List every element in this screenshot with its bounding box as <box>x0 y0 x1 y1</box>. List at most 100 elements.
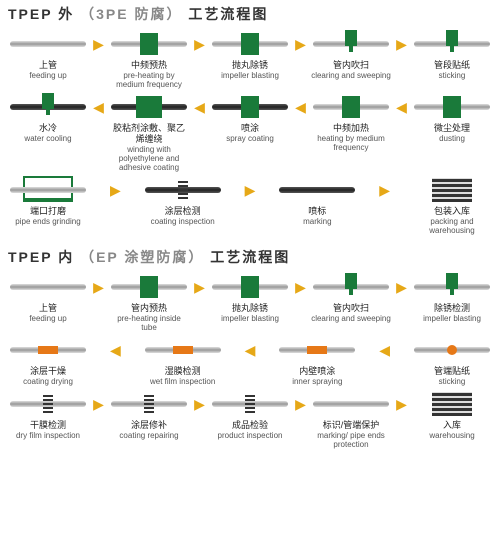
flow-arrow-icon: ▶ <box>91 390 107 418</box>
step-label-en: product inspection <box>218 431 283 440</box>
step-label-cn: 干膜检测 <box>30 420 66 431</box>
flow-arrow-icon: ◀ <box>91 93 107 121</box>
step-icon <box>10 336 86 364</box>
process-step: 胶粘剂涂敷、聚乙烯缠绕 winding with polyethylene an… <box>109 93 189 172</box>
title-subtitle: （3PE 防腐） <box>80 6 182 22</box>
process-step: 中频预热 pre-heating by medium frequency <box>109 30 189 89</box>
step-label-cn: 端口打磨 <box>30 206 66 217</box>
step-label-cn: 胶粘剂涂敷、聚乙烯缠绕 <box>109 123 189 145</box>
step-icon <box>313 93 389 121</box>
step-icon <box>145 176 221 204</box>
step-icon <box>414 336 490 364</box>
step-icon <box>414 390 490 418</box>
process-row: 水冷 water cooling◀ 胶粘剂涂敷、聚乙烯缠绕 winding wi… <box>8 93 492 172</box>
step-label-en: spray coating <box>226 134 274 143</box>
flow-arrow-icon: ▶ <box>293 273 309 301</box>
process-step: 水冷 water cooling <box>8 93 88 143</box>
step-icon <box>414 176 490 204</box>
step-label-en: heating by medium frequency <box>311 134 391 152</box>
process-step: 喷标 marking <box>277 176 357 226</box>
step-label-en: sticking <box>439 377 466 386</box>
step-label-en: wet film inspection <box>150 377 215 386</box>
step-icon <box>313 273 389 301</box>
process-step: 中频加热 heating by medium frequency <box>311 93 391 152</box>
process-step: 管端贴纸 sticking <box>412 336 492 386</box>
step-label-cn: 抛丸除锈 <box>232 303 268 314</box>
step-icon <box>10 93 86 121</box>
title-part: 工艺流程图 <box>188 6 268 22</box>
step-icon <box>313 30 389 58</box>
process-step: 涂层干燥 coating drying <box>8 336 88 386</box>
process-step: 入库 warehousing <box>412 390 492 440</box>
step-icon <box>212 93 288 121</box>
step-label-cn: 管端贴纸 <box>434 366 470 377</box>
step-icon <box>111 93 187 121</box>
flow-arrow-icon: ◀ <box>377 336 393 364</box>
step-label-cn: 管内吹扫 <box>333 303 369 314</box>
step-icon <box>111 273 187 301</box>
step-label-cn: 微尘处理 <box>434 123 470 134</box>
process-row: 涂层干燥 coating drying ◀ 湿膜检测 wet film inspe… <box>8 336 492 386</box>
flowchart-section: TPEP 外 （3PE 防腐） 工艺流程图 上管 feeding up▶ 中频预… <box>0 0 500 243</box>
process-step: 管内吹扫 clearing and sweeping <box>311 30 391 80</box>
process-row: 干膜检测 dry film inspection▶ 涂层修补 coating r… <box>8 390 492 449</box>
title-part: 工艺流程图 <box>210 249 290 265</box>
process-step: 涂层检测 coating inspection <box>143 176 223 226</box>
flow-arrow-icon: ◀ <box>192 93 208 121</box>
process-step: 管内预热 pre-heating inside tube <box>109 273 189 332</box>
flow-arrow-icon: ◀ <box>107 336 123 364</box>
section-title: TPEP 外 （3PE 防腐） 工艺流程图 <box>8 4 492 24</box>
step-label-cn: 中频预热 <box>131 60 167 71</box>
step-label-cn: 涂层检测 <box>165 206 201 217</box>
step-icon <box>279 336 355 364</box>
flow-arrow-icon: ▶ <box>107 176 123 204</box>
step-label-cn: 管内预热 <box>131 303 167 314</box>
step-label-en: sticking <box>439 71 466 80</box>
step-icon <box>414 93 490 121</box>
process-step: 抛丸除锈 impeller blasting <box>210 30 290 80</box>
flow-arrow-icon: ▶ <box>293 390 309 418</box>
title-part: TPEP 外 <box>8 6 74 22</box>
flow-arrow-icon: ▶ <box>394 390 410 418</box>
process-step: 上管 feeding up <box>8 30 88 80</box>
step-label-en: pre-heating by medium frequency <box>109 71 189 89</box>
flow-arrow-icon: ◀ <box>242 336 258 364</box>
step-label-en: coating drying <box>23 377 73 386</box>
step-icon <box>10 176 86 204</box>
flow-arrow-icon: ▶ <box>192 30 208 58</box>
step-label-en: clearing and sweeping <box>311 71 391 80</box>
step-label-cn: 上管 <box>39 303 57 314</box>
step-icon <box>10 390 86 418</box>
step-label-en: marking <box>303 217 331 226</box>
flow-arrow-icon: ▶ <box>192 390 208 418</box>
step-label-cn: 上管 <box>39 60 57 71</box>
process-step: 端口打磨 pipe ends grinding <box>8 176 88 226</box>
process-step: 包装入库 packing and warehousing <box>412 176 492 235</box>
process-step: 抛丸除锈 impeller blasting <box>210 273 290 323</box>
process-row: 上管 feeding up ▶ 管内预热 pre-heating inside t… <box>8 273 492 332</box>
process-step: 成品检验 product inspection <box>210 390 290 440</box>
process-step: 内壁喷涂 inner spraying <box>277 336 357 386</box>
step-icon <box>414 30 490 58</box>
step-label-cn: 涂层干燥 <box>30 366 66 377</box>
process-step: 标识/管端保护 marking/ pipe ends protection <box>311 390 391 449</box>
step-label-en: coating repairing <box>119 431 178 440</box>
step-label-cn: 水冷 <box>39 123 57 134</box>
process-step: 上管 feeding up <box>8 273 88 323</box>
process-step: 微尘处理 dusting <box>412 93 492 143</box>
flow-arrow-icon: ▶ <box>91 30 107 58</box>
step-label-cn: 喷标 <box>308 206 326 217</box>
step-label-en: feeding up <box>29 71 66 80</box>
process-step: 湿膜检测 wet film inspection <box>143 336 223 386</box>
flow-arrow-icon: ▶ <box>242 176 258 204</box>
step-icon <box>10 30 86 58</box>
step-label-cn: 内壁喷涂 <box>299 366 335 377</box>
step-label-en: clearing and sweeping <box>311 314 391 323</box>
step-label-en: impeller blasting <box>221 71 279 80</box>
step-label-cn: 成品检验 <box>232 420 268 431</box>
step-label-cn: 涂层修补 <box>131 420 167 431</box>
step-label-cn: 喷涂 <box>241 123 259 134</box>
step-label-cn: 标识/管端保护 <box>323 420 380 431</box>
step-label-cn: 抛丸除锈 <box>232 60 268 71</box>
flow-arrow-icon: ▶ <box>377 176 393 204</box>
